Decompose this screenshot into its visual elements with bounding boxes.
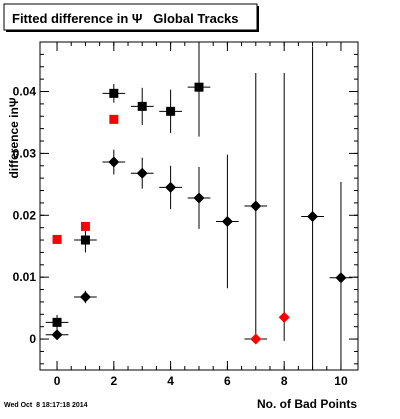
- y-tick-label: 0.01: [13, 270, 37, 284]
- axes: 0 2 4 6 8 10 0 0.01 0.02 0.03 0.04: [13, 42, 358, 388]
- timestamp: Wed Oct 8 18:17:18 2014: [4, 402, 88, 409]
- y-axis-label: difference inΨ: [7, 97, 21, 178]
- square-marker: [166, 106, 176, 116]
- diamond-marker: [278, 311, 290, 323]
- diamond-marker: [51, 329, 63, 341]
- y-tick-label: 0.02: [13, 208, 37, 222]
- y-tick-label: 0: [29, 332, 36, 346]
- x-tick-label: 0: [54, 374, 61, 388]
- y-tick-label: 0.03: [13, 146, 37, 160]
- square-marker: [52, 234, 62, 244]
- x-tick-label: 6: [224, 374, 231, 388]
- diamond-marker: [307, 211, 319, 223]
- x-tick-label: 2: [110, 374, 117, 388]
- x-tick-label: 10: [334, 374, 348, 388]
- diamond-marker: [335, 272, 347, 284]
- square-marker: [137, 101, 147, 111]
- diamond-marker: [79, 291, 91, 303]
- square-marker: [109, 88, 119, 98]
- diamond-marker: [250, 333, 262, 345]
- diamond-marker: [108, 156, 120, 168]
- square-marker: [80, 235, 90, 245]
- square-marker: [52, 317, 62, 327]
- diamond-marker: [193, 192, 205, 204]
- x-tick-label: 4: [167, 374, 174, 388]
- x-axis-label: No. of Bad Points: [257, 397, 357, 411]
- markers: [51, 82, 347, 345]
- diamond-marker: [165, 181, 177, 193]
- x-tick-label: 8: [281, 374, 288, 388]
- diamond-marker: [221, 215, 233, 227]
- chart-title: Fitted difference in Ψ Global Tracks: [12, 11, 239, 26]
- diamond-marker: [136, 167, 148, 179]
- y-tick-label: 0.04: [13, 85, 37, 99]
- square-marker: [194, 82, 204, 92]
- diamond-marker: [250, 200, 262, 212]
- square-marker: [109, 114, 119, 124]
- square-marker: [80, 221, 90, 231]
- title-box: Fitted difference in Ψ Global Tracks: [3, 3, 259, 32]
